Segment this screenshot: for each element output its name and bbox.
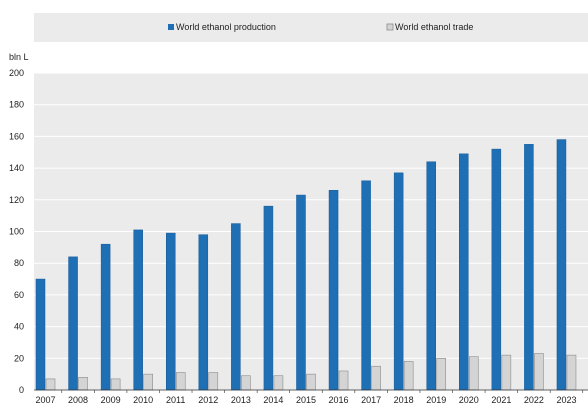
bar-production bbox=[198, 234, 209, 391]
y-tick-label: 180 bbox=[9, 100, 24, 110]
x-tick-label: 2007 bbox=[35, 395, 55, 405]
bar-production bbox=[328, 190, 339, 391]
legend-label-production: World ethanol production bbox=[176, 22, 276, 32]
x-tick-label: 2022 bbox=[524, 395, 544, 405]
legend-label-trade: World ethanol trade bbox=[395, 22, 473, 32]
x-tick-label: 2015 bbox=[296, 395, 316, 405]
x-tick-label: 2010 bbox=[133, 395, 153, 405]
x-tick-label: 2017 bbox=[361, 395, 381, 405]
bar-trade bbox=[143, 373, 153, 391]
bar-production bbox=[263, 205, 274, 391]
legend-item-production: World ethanol production bbox=[168, 22, 276, 32]
bar-trade bbox=[338, 370, 349, 391]
bar-production bbox=[491, 148, 502, 391]
bar-trade bbox=[241, 375, 251, 391]
y-axis-ticks: 0 20 40 60 80 100 120 140 160 180 200 bbox=[9, 68, 24, 395]
bar-production bbox=[556, 139, 567, 391]
bar-trade bbox=[534, 353, 544, 391]
x-tick-label: 2013 bbox=[231, 395, 251, 405]
x-tick-label: 2012 bbox=[198, 395, 218, 405]
x-axis-ticks: 2007 2008 2009 2010 2011 2012 2013 2014 2015 2016… bbox=[35, 390, 584, 405]
x-tick-label: 2009 bbox=[101, 395, 121, 405]
bar-trade bbox=[175, 372, 186, 391]
x-tick-label: 2016 bbox=[329, 395, 349, 405]
y-tick-label: 60 bbox=[14, 290, 24, 300]
bar-production bbox=[393, 172, 404, 391]
legend-item-trade: World ethanol trade bbox=[386, 22, 473, 32]
y-axis-unit-label: bln L bbox=[9, 52, 29, 62]
y-tick-label: 20 bbox=[14, 353, 24, 363]
bar-trade bbox=[403, 361, 414, 391]
y-tick-label: 40 bbox=[14, 322, 24, 332]
bar-production bbox=[296, 194, 306, 391]
bar-trade bbox=[273, 375, 284, 391]
y-tick-label: 0 bbox=[19, 385, 24, 395]
x-tick-label: 2008 bbox=[68, 395, 88, 405]
bar-trade bbox=[45, 378, 56, 391]
legend: World ethanol production World ethanol t… bbox=[34, 13, 588, 42]
bar-production bbox=[524, 144, 534, 391]
x-tick-label: 2023 bbox=[556, 395, 576, 405]
bar-trade bbox=[501, 354, 512, 391]
bar-production bbox=[426, 161, 436, 391]
x-tick-label: 2021 bbox=[491, 395, 511, 405]
x-tick-label: 2014 bbox=[263, 395, 283, 405]
bar-trade bbox=[436, 357, 447, 391]
legend-swatch-trade bbox=[386, 23, 394, 31]
y-tick-label: 160 bbox=[9, 131, 24, 141]
y-tick-label: 120 bbox=[9, 195, 24, 205]
bar-production bbox=[133, 229, 143, 391]
legend-background bbox=[34, 13, 588, 42]
y-tick-label: 200 bbox=[9, 68, 24, 78]
y-tick-label: 80 bbox=[14, 258, 24, 268]
x-tick-label: 2019 bbox=[426, 395, 446, 405]
x-tick-label: 2018 bbox=[394, 395, 414, 405]
bar-trade bbox=[78, 377, 88, 391]
bar-production bbox=[231, 223, 241, 391]
bar-trade bbox=[306, 373, 316, 391]
bar-production bbox=[35, 278, 46, 391]
x-tick-label: 2020 bbox=[459, 395, 479, 405]
bars bbox=[35, 139, 577, 391]
bar-production bbox=[100, 243, 111, 391]
y-tick-label: 100 bbox=[9, 227, 24, 237]
bar-trade bbox=[371, 365, 381, 391]
bar-trade bbox=[208, 372, 219, 391]
bar-trade bbox=[566, 354, 577, 391]
bar-trade bbox=[110, 378, 121, 391]
bar-production bbox=[68, 256, 78, 391]
bar-trade bbox=[468, 356, 479, 391]
bar-production bbox=[361, 180, 371, 391]
x-tick-label: 2011 bbox=[166, 395, 185, 405]
bar-production bbox=[165, 232, 176, 391]
y-tick-label: 140 bbox=[9, 163, 24, 173]
legend-swatch-production bbox=[168, 24, 174, 30]
bar-production bbox=[459, 153, 469, 391]
